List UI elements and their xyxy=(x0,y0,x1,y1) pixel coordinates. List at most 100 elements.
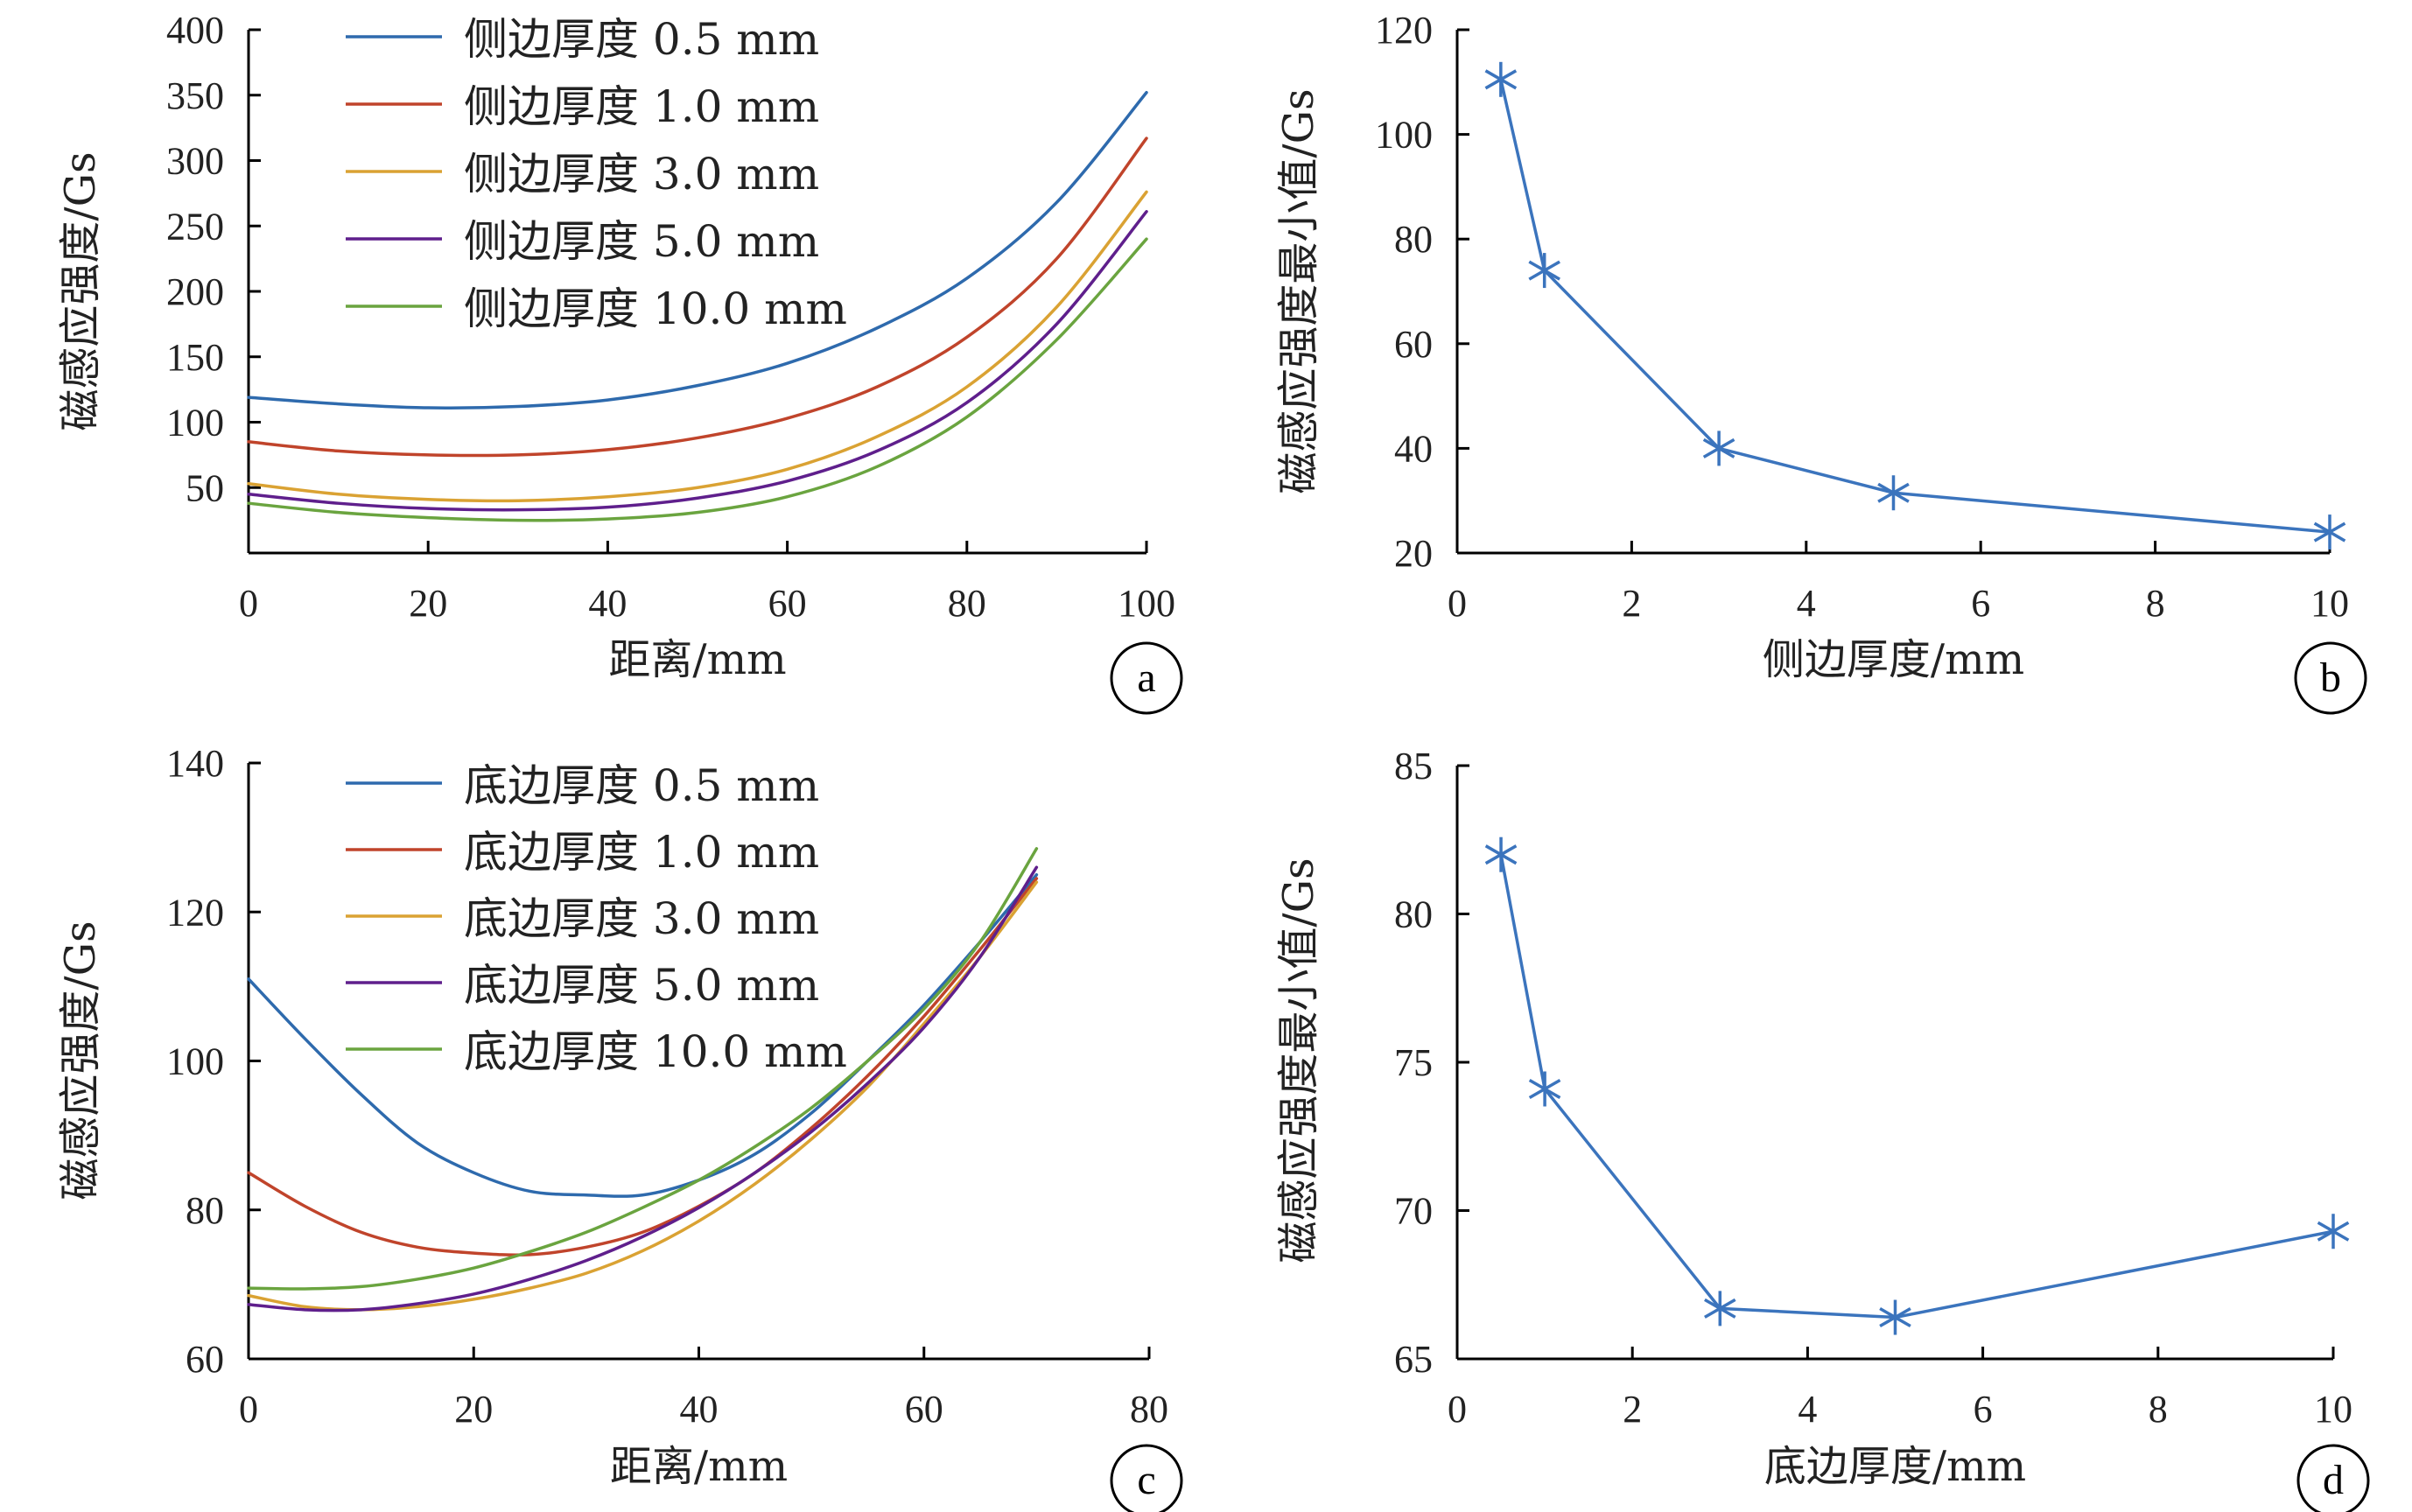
x-tick-label: 80 xyxy=(948,582,986,625)
y-tick-label: 200 xyxy=(166,270,224,313)
legend-entry: 侧边厚度 3.0 mm xyxy=(464,149,819,200)
x-tick-label: 6 xyxy=(1974,1388,1993,1431)
panel-label-circle xyxy=(1110,1444,1183,1512)
data-point-marker xyxy=(1484,61,1518,97)
x-tick-label: 0 xyxy=(1448,582,1467,625)
x-tick-label: 8 xyxy=(2149,1388,2168,1431)
series-line-1 xyxy=(1499,852,2335,1320)
y-tick-label: 300 xyxy=(166,140,224,183)
x-tick-label: 40 xyxy=(588,582,627,625)
legend-entry: 侧边厚度 0.5 mm xyxy=(464,14,819,65)
y-tick-label: 140 xyxy=(166,742,224,785)
series-line-4 xyxy=(247,865,1039,1312)
series-line-1 xyxy=(247,91,1148,410)
series-line-1 xyxy=(1499,78,2331,534)
data-point-marker xyxy=(1879,1299,1911,1335)
y-tick-label: 80 xyxy=(1394,893,1433,936)
y-axis-label: 磁感应强度/Gs xyxy=(56,920,105,1200)
panel-label-circle xyxy=(1110,641,1183,715)
x-tick-label: 60 xyxy=(768,582,807,625)
chart-panel-c: 60 80 100 120 140 0 20 40 60 80 距离/mm 磁感应强度/Gs 底边厚度 … xyxy=(56,742,1183,1512)
legend-entry: 底边厚度 0.5 mm xyxy=(464,760,819,811)
y-tick-label: 120 xyxy=(166,891,224,934)
x-tick-label: 0 xyxy=(1448,1388,1467,1431)
panel-label: d xyxy=(2323,1457,2344,1503)
legend-entry: 侧边厚度 5.0 mm xyxy=(464,216,819,267)
x-axis-label: 距离/mm xyxy=(608,635,786,684)
y-tick-label: 120 xyxy=(1375,9,1433,52)
x-tick-label: 10 xyxy=(2314,1388,2352,1431)
y-tick-label: 65 xyxy=(1394,1338,1433,1381)
data-point-marker xyxy=(1877,475,1910,511)
series-line-3 xyxy=(247,880,1039,1312)
y-tick-label: 50 xyxy=(186,466,224,509)
y-tick-label: 60 xyxy=(186,1338,224,1381)
y-tick-label: 350 xyxy=(166,74,224,117)
x-tick-label: 0 xyxy=(239,582,258,625)
series-line-1 xyxy=(247,872,1039,1198)
y-tick-label: 20 xyxy=(1394,532,1433,575)
x-tick-label: 10 xyxy=(2310,582,2349,625)
y-tick-label: 40 xyxy=(1394,427,1433,470)
y-tick-label: 80 xyxy=(186,1189,224,1232)
x-tick-label: 0 xyxy=(239,1388,258,1431)
y-tick-label: 70 xyxy=(1394,1190,1433,1233)
data-point-marker xyxy=(2317,1214,2350,1250)
x-tick-label: 4 xyxy=(1797,582,1816,625)
x-tick-label: 60 xyxy=(905,1388,943,1431)
legend-entry: 底边厚度 10.0 mm xyxy=(464,1026,847,1077)
chart-panel-a: 50 100 150 200 250 300 350 400 0 20 40 60 80 100 距离/mm… xyxy=(56,9,1183,715)
y-tick-label: 60 xyxy=(1394,323,1433,366)
y-tick-label: 250 xyxy=(166,205,224,248)
data-point-marker xyxy=(2313,514,2346,550)
series-line-2 xyxy=(247,136,1148,458)
chart-panel-b: 20 40 60 80 100 120 0 2 4 6 8 10 侧边厚度/mm 磁感应强度最小值/Gs b xyxy=(1274,9,2367,715)
series-line-5 xyxy=(247,237,1148,522)
x-tick-label: 100 xyxy=(1118,582,1175,625)
x-tick-label: 8 xyxy=(2146,582,2165,625)
x-tick-label: 20 xyxy=(409,582,447,625)
panel-label: c xyxy=(1137,1457,1155,1503)
y-tick-label: 100 xyxy=(1375,114,1433,157)
x-tick-label: 6 xyxy=(1971,582,1990,625)
x-tick-label: 40 xyxy=(680,1388,719,1431)
x-tick-label: 20 xyxy=(454,1388,493,1431)
y-tick-label: 85 xyxy=(1394,745,1433,788)
x-axis-label: 底边厚度/mm xyxy=(1764,1442,2026,1491)
legend-entry: 侧边厚度 1.0 mm xyxy=(464,81,819,132)
legend-entry: 侧边厚度 10.0 mm xyxy=(464,284,847,334)
y-axis-label: 磁感应强度最小值/Gs xyxy=(1274,88,1323,494)
data-point-marker xyxy=(1528,253,1560,289)
y-tick-label: 100 xyxy=(166,402,224,444)
chart-panel-d: 65 70 75 80 85 0 2 4 6 8 10 底边厚度/mm 磁感应强度最小值/Gs d xyxy=(1274,745,2370,1512)
panel-label: b xyxy=(2320,654,2341,701)
y-tick-label: 80 xyxy=(1394,218,1433,261)
y-tick-label: 100 xyxy=(166,1040,224,1083)
x-tick-label: 4 xyxy=(1798,1388,1817,1431)
x-axis-label: 距离/mm xyxy=(610,1442,788,1491)
series-line-2 xyxy=(247,877,1039,1256)
panel-label-circle xyxy=(2296,1444,2370,1512)
y-axis-label: 磁感应强度最小值/Gs xyxy=(1274,858,1323,1263)
data-point-marker xyxy=(1702,430,1735,466)
legend-entry: 底边厚度 5.0 mm xyxy=(464,960,819,1011)
y-tick-label: 400 xyxy=(166,9,224,52)
data-point-marker xyxy=(1704,1291,1736,1326)
data-point-marker xyxy=(1484,836,1518,872)
y-tick-label: 150 xyxy=(166,336,224,379)
x-tick-label: 80 xyxy=(1130,1388,1168,1431)
x-tick-label: 2 xyxy=(1623,1388,1642,1431)
y-axis-label: 磁感应强度/Gs xyxy=(56,151,105,430)
legend-entry: 底边厚度 3.0 mm xyxy=(464,893,819,944)
panel-label: a xyxy=(1137,654,1155,701)
data-point-marker xyxy=(1528,1071,1561,1107)
panel-label-circle xyxy=(2294,641,2367,715)
series-line-4 xyxy=(247,210,1148,512)
x-tick-label: 2 xyxy=(1622,582,1641,625)
series-line-3 xyxy=(247,190,1148,503)
series-line-5 xyxy=(247,847,1039,1291)
y-tick-label: 75 xyxy=(1394,1041,1433,1084)
legend-entry: 底边厚度 1.0 mm xyxy=(464,827,819,878)
x-axis-label: 侧边厚度/mm xyxy=(1763,635,2024,684)
